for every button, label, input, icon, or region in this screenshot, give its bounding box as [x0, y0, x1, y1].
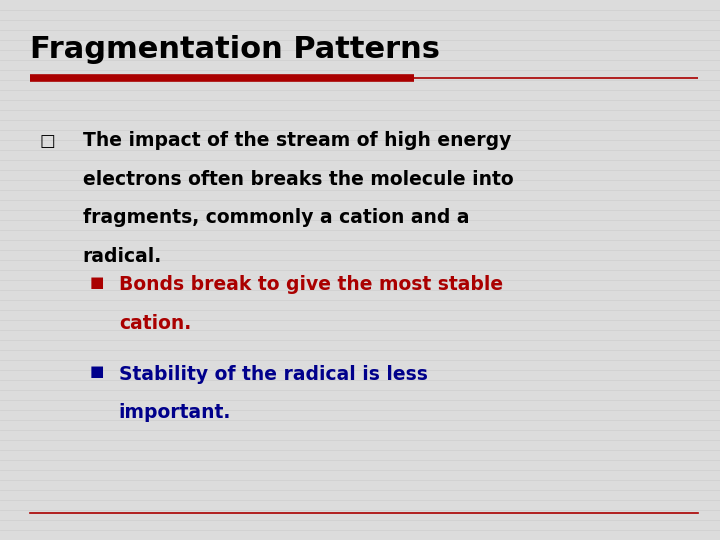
Text: Fragmentation Patterns: Fragmentation Patterns: [30, 35, 440, 64]
Text: radical.: radical.: [83, 247, 162, 266]
Text: Bonds break to give the most stable: Bonds break to give the most stable: [119, 275, 503, 294]
Text: ■: ■: [90, 364, 104, 380]
Text: ■: ■: [90, 275, 104, 291]
Text: electrons often breaks the molecule into: electrons often breaks the molecule into: [83, 170, 513, 188]
Text: Stability of the radical is less: Stability of the radical is less: [119, 364, 428, 383]
Text: □: □: [40, 132, 55, 150]
Text: cation.: cation.: [119, 314, 191, 333]
Text: The impact of the stream of high energy: The impact of the stream of high energy: [83, 131, 511, 150]
Text: important.: important.: [119, 403, 231, 422]
Text: fragments, commonly a cation and a: fragments, commonly a cation and a: [83, 208, 469, 227]
